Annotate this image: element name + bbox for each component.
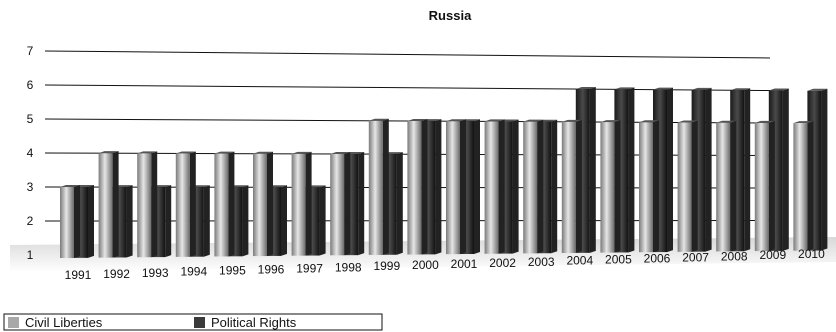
- bar-civil-liberties: [214, 151, 235, 257]
- x-tick-label: 1992: [103, 267, 130, 281]
- chart-title: Russia: [429, 8, 472, 23]
- bar-civil-liberties: [639, 120, 659, 253]
- bar-civil-liberties: [600, 120, 621, 253]
- x-axis: 1991 1992 1993 1994 1995 1996 1997 1998 1999 2000…: [65, 247, 825, 282]
- bar-civil-liberties: [368, 118, 389, 255]
- y-tick-label: 5: [27, 112, 34, 126]
- x-tick-label: 2009: [759, 248, 786, 262]
- y-tick-label: 2: [27, 214, 34, 228]
- bar-civil-liberties: [677, 120, 698, 252]
- bar-civil-liberties: [253, 151, 273, 257]
- x-tick-label: 2006: [644, 252, 671, 266]
- x-tick-label: 2002: [489, 256, 516, 270]
- bar-civil-liberties: [484, 119, 505, 254]
- bar-civil-liberties: [175, 151, 196, 257]
- gridline: [44, 84, 771, 91]
- bar-civil-liberties: [523, 119, 544, 254]
- y-tick-label: 6: [27, 78, 34, 92]
- x-tick-label: 1995: [219, 264, 246, 278]
- gridline: [44, 50, 771, 59]
- x-tick-label: 2010: [798, 247, 825, 261]
- x-tick-label: 1996: [258, 263, 285, 277]
- bar-civil-liberties: [446, 119, 466, 255]
- x-tick-label: 1998: [335, 260, 362, 274]
- legend-label: Civil Liberties: [25, 315, 103, 330]
- bar-civil-liberties: [60, 185, 80, 258]
- legend-swatch: [8, 317, 19, 328]
- x-tick-label: 2007: [682, 250, 709, 264]
- bar-civil-liberties: [137, 151, 158, 258]
- x-tick-label: 2008: [721, 249, 748, 263]
- x-tick-label: 1994: [180, 265, 207, 279]
- legend-box: [3, 313, 383, 331]
- x-tick-label: 1999: [373, 259, 400, 273]
- bar-civil-liberties: [291, 151, 312, 256]
- bar-civil-liberties: [330, 151, 351, 256]
- legend-swatch: [194, 317, 205, 328]
- x-tick-label: 2003: [528, 255, 555, 269]
- x-tick-label: 2004: [566, 254, 593, 268]
- x-tick-label: 1993: [142, 266, 169, 280]
- bars: [60, 87, 828, 258]
- y-axis: 1 2 3 4 5 6 7: [27, 44, 34, 262]
- y-tick-label: 3: [27, 180, 34, 194]
- legend-label: Political Rights: [211, 315, 297, 330]
- x-tick-label: 2001: [451, 257, 478, 271]
- x-tick-label: 1997: [296, 261, 323, 275]
- bar-civil-liberties: [754, 120, 775, 252]
- y-tick-label: 1: [27, 248, 34, 262]
- x-tick-label: 2005: [605, 253, 632, 267]
- x-tick-label: 1991: [65, 268, 92, 282]
- x-tick-label: 2000: [412, 258, 439, 272]
- bar-civil-liberties: [793, 121, 814, 251]
- bar-civil-liberties: [407, 118, 428, 255]
- bar-civil-liberties: [98, 151, 119, 258]
- y-tick-label: 7: [27, 44, 34, 58]
- bar-civil-liberties: [561, 119, 582, 253]
- bar-civil-liberties: [716, 120, 737, 252]
- y-tick-label: 4: [27, 146, 34, 160]
- legend: Civil Liberties Political Rights: [3, 313, 383, 331]
